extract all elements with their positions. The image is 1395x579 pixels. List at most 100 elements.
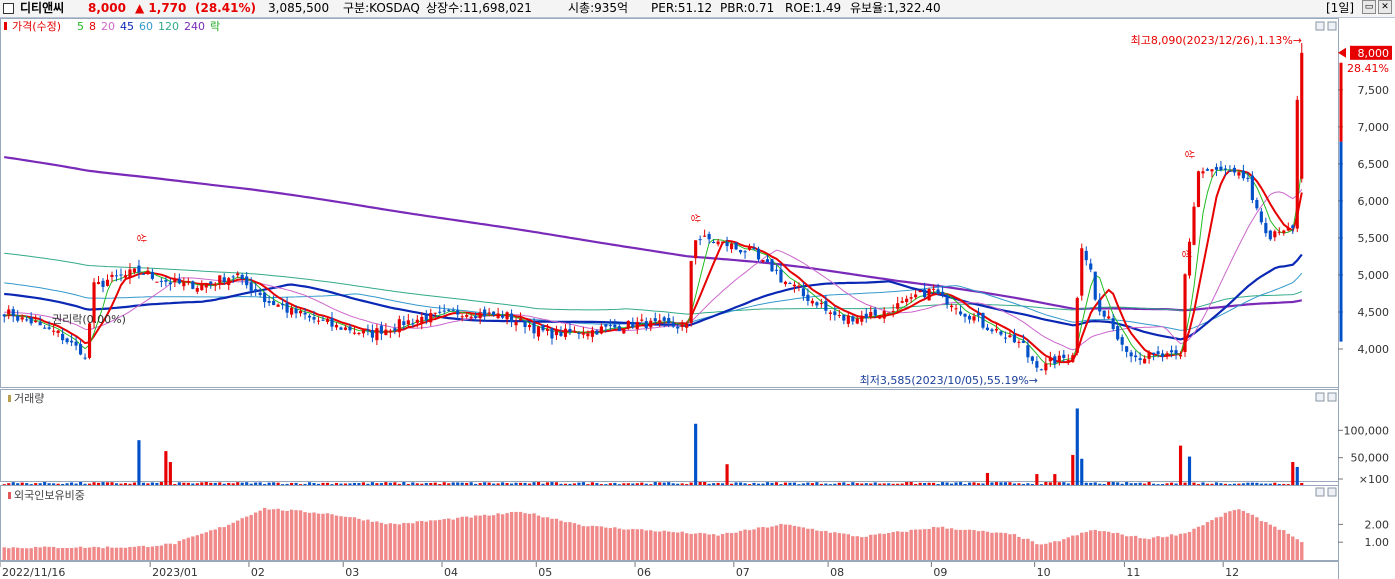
candle-body bbox=[164, 280, 168, 282]
foreign-tick-label: 1.00 bbox=[1365, 536, 1390, 549]
foreign-ratio-bar bbox=[20, 548, 24, 560]
candle-body bbox=[756, 248, 761, 260]
foreign-ratio-bar bbox=[69, 547, 74, 560]
candle-body bbox=[1183, 274, 1187, 353]
foreign-ratio-bar bbox=[1196, 526, 1201, 560]
pbr-value: PBR:0.71 bbox=[720, 1, 775, 15]
volume-bar bbox=[963, 483, 967, 485]
foreign-ratio-bar bbox=[424, 521, 428, 560]
volume-bar bbox=[245, 482, 249, 485]
stock-select-checkbox[interactable] bbox=[3, 3, 14, 14]
volume-bar bbox=[34, 483, 38, 485]
stock-name[interactable]: 디티앤씨 bbox=[20, 1, 65, 15]
foreign-ratio-bar bbox=[1300, 542, 1304, 560]
volume-bar bbox=[78, 482, 83, 485]
candle-body bbox=[510, 313, 514, 322]
foreign-ratio-bar bbox=[788, 524, 792, 560]
candle-body bbox=[1291, 225, 1295, 228]
candle-body bbox=[505, 312, 509, 320]
candle-body bbox=[985, 327, 990, 331]
foreign-ratio-bar bbox=[1021, 538, 1026, 560]
foreign-ratio-bar bbox=[1102, 531, 1106, 560]
foreign-ratio-bar bbox=[195, 535, 200, 560]
volume-bar bbox=[249, 483, 253, 485]
foreign-ratio-bar bbox=[572, 523, 577, 560]
foreign-ratio-bar bbox=[949, 528, 954, 560]
volume-bar bbox=[536, 482, 541, 485]
candle-body bbox=[1295, 99, 1299, 229]
volume-bar bbox=[510, 483, 514, 485]
volume-bar bbox=[936, 484, 940, 485]
volume-bar bbox=[61, 483, 65, 485]
foreign-ratio-bar bbox=[366, 519, 370, 560]
foreign-ratio-bar bbox=[487, 515, 491, 560]
foreign-ratio-bar bbox=[909, 529, 913, 560]
candle-body bbox=[797, 285, 801, 287]
volume-bar bbox=[1291, 462, 1295, 485]
candle-body bbox=[590, 330, 594, 337]
candle-body bbox=[20, 317, 24, 320]
stock-chart[interactable]: 가격(수정) 5 8 20 45 60 120 240 락 최고8,090(2023/12/26… bbox=[0, 18, 1395, 579]
volume-bar bbox=[1201, 482, 1205, 485]
volume-bar bbox=[976, 483, 981, 485]
volume-bar bbox=[914, 483, 918, 485]
candle-body bbox=[604, 324, 608, 327]
volume-bar bbox=[276, 482, 280, 485]
volume-bar bbox=[662, 482, 666, 485]
candle-body bbox=[577, 332, 581, 334]
upper-limit-marker: 상 bbox=[1180, 249, 1192, 258]
foreign-ratio-bar bbox=[429, 520, 433, 560]
volume-bar bbox=[11, 482, 15, 485]
foreign-ratio-bar bbox=[1156, 536, 1160, 560]
candle-body bbox=[132, 268, 137, 273]
volume-bar bbox=[438, 483, 442, 485]
candle-body bbox=[1259, 211, 1263, 223]
volume-bar bbox=[128, 483, 132, 485]
candle-body bbox=[518, 318, 523, 321]
foreign-ratio-bar bbox=[168, 543, 173, 560]
volume-bar bbox=[797, 484, 801, 485]
volume-bar bbox=[254, 482, 258, 485]
period-selector[interactable]: [1일] bbox=[1326, 1, 1355, 15]
volume-bar bbox=[83, 483, 87, 485]
pane-buttons[interactable] bbox=[1315, 21, 1337, 497]
volume-bar bbox=[1237, 483, 1241, 485]
foreign-ratio-bar bbox=[500, 514, 505, 560]
foreign-ratio-pane-title: 외국인보유비중 bbox=[14, 489, 85, 502]
candle-body bbox=[774, 269, 779, 271]
volume-bar bbox=[792, 482, 796, 485]
candle-body bbox=[240, 274, 244, 279]
volume-bar bbox=[334, 482, 339, 485]
volume-bar bbox=[734, 482, 738, 485]
candle-body bbox=[1102, 310, 1106, 317]
candle-body bbox=[438, 311, 442, 313]
volume-tick-label: ×100 bbox=[1359, 473, 1389, 486]
candle-body bbox=[307, 315, 312, 318]
candle-body bbox=[1214, 167, 1219, 170]
candle-body bbox=[128, 269, 132, 278]
volume-bar bbox=[1264, 483, 1268, 485]
volume-bar bbox=[1107, 482, 1111, 485]
volume-bar bbox=[397, 483, 401, 485]
restore-window-button[interactable]: ▭ bbox=[1362, 0, 1376, 14]
close-window-button[interactable]: ✕ bbox=[1378, 0, 1392, 14]
candle-body bbox=[545, 329, 550, 331]
candle-body bbox=[1066, 360, 1070, 362]
volume-bar bbox=[869, 483, 873, 485]
price-tick-label: 6,500 bbox=[1358, 158, 1390, 171]
volume-bar bbox=[110, 482, 114, 485]
candle-body bbox=[878, 315, 882, 319]
candle-body bbox=[1255, 200, 1259, 209]
volume-bar bbox=[774, 482, 779, 485]
foreign-ratio-bar bbox=[267, 509, 271, 560]
volume-bar bbox=[411, 482, 415, 485]
foreign-ratio-bar bbox=[1273, 526, 1277, 560]
foreign-ratio-bar bbox=[114, 547, 119, 560]
foreign-ratio-bar bbox=[590, 525, 595, 560]
candle-body bbox=[703, 235, 707, 237]
volume-bar bbox=[20, 482, 24, 485]
candle-body bbox=[474, 315, 478, 318]
volume-bar bbox=[393, 482, 397, 485]
volume-bar bbox=[617, 484, 621, 485]
foreign-ratio-bar bbox=[505, 513, 509, 560]
